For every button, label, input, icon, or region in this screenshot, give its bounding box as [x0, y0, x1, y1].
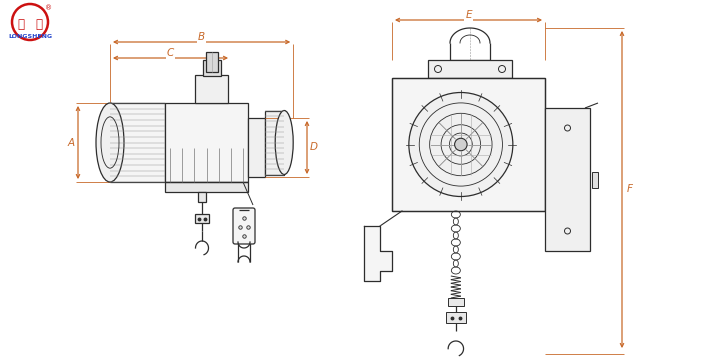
Ellipse shape	[275, 111, 293, 175]
Text: B: B	[198, 32, 205, 42]
Bar	[448, 298, 464, 306]
Text: E: E	[465, 10, 472, 20]
Bar	[165, 103, 248, 182]
Bar	[592, 171, 598, 188]
Bar	[110, 103, 165, 182]
Circle shape	[455, 138, 467, 151]
Bar	[545, 108, 590, 251]
Bar	[198, 192, 206, 202]
Text: 龍: 龍	[18, 18, 25, 31]
Bar	[392, 78, 545, 211]
Text: 升: 升	[35, 18, 42, 31]
Bar	[195, 214, 209, 223]
Bar	[446, 312, 466, 323]
Text: F: F	[627, 184, 633, 194]
Text: LONGSHENG: LONGSHENG	[8, 33, 52, 39]
Text: A: A	[67, 138, 74, 148]
Ellipse shape	[96, 103, 124, 182]
Circle shape	[409, 93, 513, 197]
Bar	[165, 182, 248, 192]
FancyBboxPatch shape	[233, 208, 255, 244]
Polygon shape	[364, 226, 392, 281]
Bar	[205, 52, 217, 72]
Text: D: D	[310, 143, 318, 153]
Bar	[202, 60, 220, 76]
Bar	[428, 60, 512, 78]
Circle shape	[12, 4, 48, 40]
Bar	[265, 111, 284, 175]
Text: ®: ®	[45, 5, 52, 11]
Text: C: C	[167, 48, 174, 58]
Bar	[248, 118, 265, 177]
Bar	[195, 75, 228, 103]
